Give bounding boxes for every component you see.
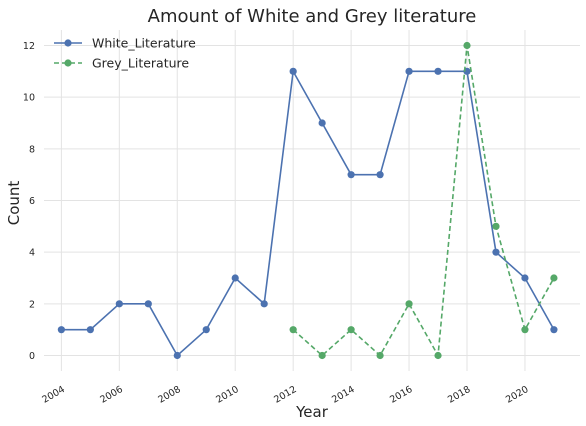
legend-label-grey-literature: Grey_Literature (92, 56, 189, 71)
data-point-grey-literature (434, 351, 442, 360)
data-point-white-literature (57, 326, 65, 334)
data-point-white-literature (202, 326, 210, 334)
data-point-grey-literature (347, 326, 355, 334)
data-point-white-literature (115, 300, 123, 308)
x-tick-label: 2008 (156, 384, 182, 406)
legend-marker-white-literature (64, 39, 72, 47)
x-tick-label: 2016 (388, 384, 414, 406)
tick-labels: 2004 2006 2008 2010 2012 2014 2016 2018 2020 0 2 4 6… (23, 41, 531, 406)
data-point-white-literature (376, 171, 384, 179)
y-tick-label: 10 (23, 93, 35, 104)
data-point-white-literature (260, 300, 268, 308)
x-axis-label: Year (295, 403, 329, 421)
data-point-grey-literature (376, 351, 384, 360)
data-point-white-literature (144, 300, 152, 308)
x-tick-label: 2010 (214, 384, 240, 406)
data-point-white-literature (289, 67, 297, 75)
data-point-white-literature (173, 351, 181, 360)
y-tick-label: 4 (29, 248, 35, 259)
data-point-grey-literature (463, 41, 471, 50)
data-point-white-literature (347, 171, 355, 179)
y-tick-label: 0 (29, 351, 35, 362)
chart-title: Amount of White and Grey literature (148, 6, 477, 27)
x-tick-label: 2014 (330, 384, 356, 406)
legend-marker-grey-literature (64, 59, 72, 67)
data-point-grey-literature (318, 351, 326, 360)
x-tick-label: 2006 (98, 384, 124, 406)
data-point-grey-literature (405, 300, 413, 308)
x-tick-label: 2020 (504, 384, 530, 406)
series-line-grey-literature (292, 45, 555, 359)
x-tick-label: 2018 (446, 384, 472, 406)
data-point-grey-literature (550, 274, 558, 282)
data-point-white-literature (550, 326, 558, 334)
data-point-grey-literature (521, 326, 529, 334)
x-tick-label: 2004 (40, 384, 66, 406)
data-point-white-literature (86, 326, 94, 334)
data-point-white-literature (521, 274, 529, 282)
data-point-white-literature (318, 119, 326, 127)
data-point-white-literature (492, 248, 500, 256)
y-tick-label: 2 (29, 299, 35, 310)
series-line-white-literature (61, 68, 555, 357)
y-tick-label: 8 (29, 144, 35, 155)
data-point-white-literature (434, 67, 442, 75)
data-point-grey-literature (492, 222, 500, 230)
y-tick-label: 6 (29, 196, 35, 207)
grid (44, 30, 580, 371)
data-point-grey-literature (289, 326, 297, 334)
legend: White_Literature Grey_Literature (54, 36, 196, 71)
legend-label-white-literature: White_Literature (92, 36, 196, 51)
data-point-white-literature (231, 274, 239, 282)
series-lines (57, 41, 558, 360)
x-tick-label: 2012 (272, 384, 298, 406)
data-point-white-literature (405, 67, 413, 75)
y-axis-label: Count (5, 181, 23, 226)
y-tick-label: 12 (23, 41, 35, 52)
